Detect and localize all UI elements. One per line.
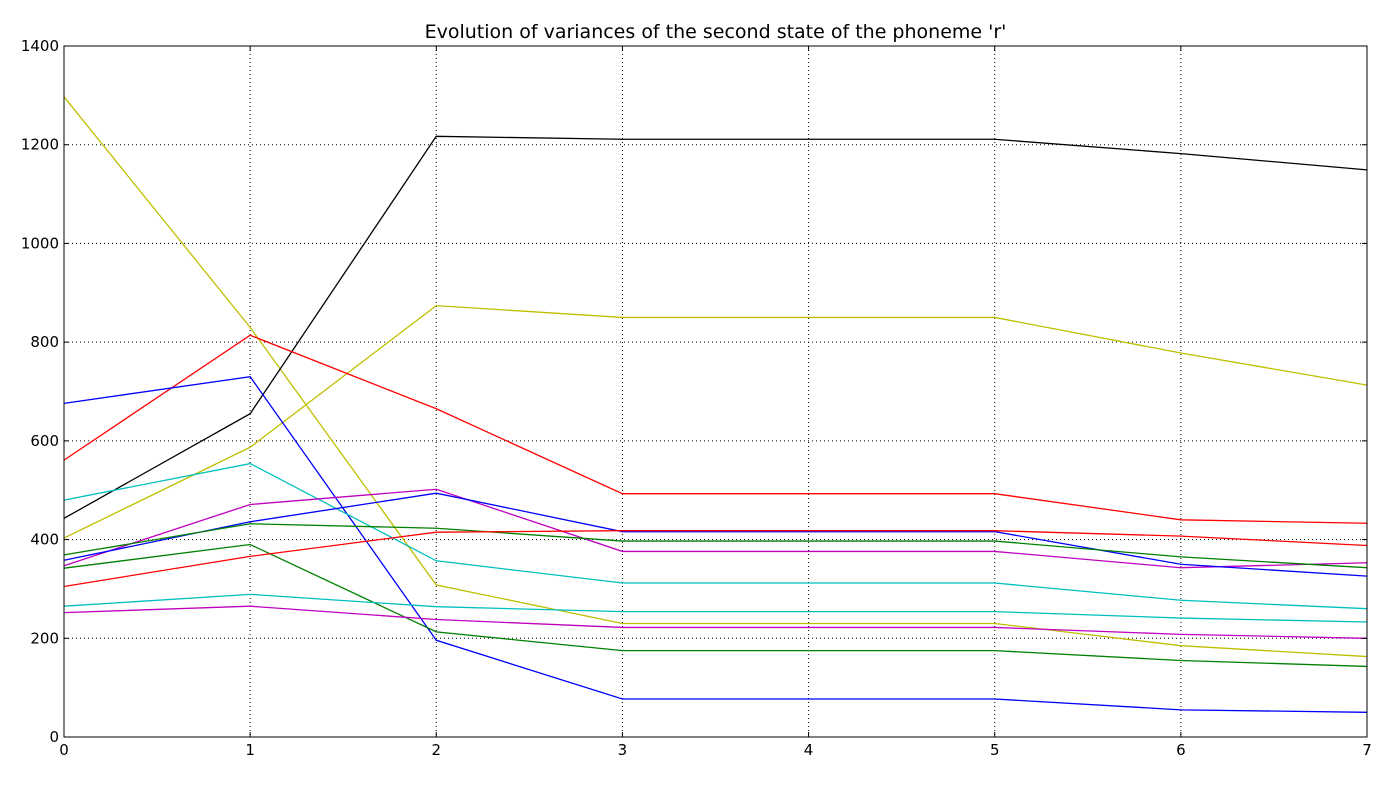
x-tick-label: 5 [990,741,1000,759]
tick-labels: 0 1 2 3 4 5 6 7 0 200 400 600 800 1000 1200 1400 [21,37,1372,759]
series-line-5 [63,375,1368,713]
y-tick-label: 200 [30,629,59,647]
y-tick-label: 1000 [21,234,59,252]
plot-frame [63,45,1368,738]
y-tick-label: 1200 [21,136,59,154]
series-line-6 [63,462,1368,610]
series-line-2 [63,135,1368,519]
x-tick-label: 1 [245,741,255,759]
series-line-13 [63,605,1368,639]
y-tick-label: 800 [30,333,59,351]
series-line-7 [63,488,1368,569]
series-line-9 [63,523,1368,569]
y-tick-label: 600 [30,432,59,450]
y-tick-label: 1400 [21,37,59,55]
x-tick-label: 0 [59,741,69,759]
series-line-11 [63,530,1368,588]
x-tick-label: 4 [804,741,814,759]
x-tick-label: 2 [432,741,442,759]
series-line-12 [63,593,1368,623]
x-tick-label: 7 [1362,741,1372,759]
y-tick-label: 400 [30,531,59,549]
chart-title: Evolution of variances of the second sta… [425,21,1007,43]
series-line-10 [63,543,1368,668]
series-line-8 [63,492,1368,577]
series-line-3 [63,304,1368,539]
series-lines [63,96,1368,713]
series-line-4 [63,334,1368,524]
y-tick-label: 0 [49,728,59,746]
x-tick-label: 3 [618,741,628,759]
x-tick-label: 6 [1176,741,1186,759]
axis-ticks [63,45,1368,738]
series-line-1 [63,96,1368,658]
